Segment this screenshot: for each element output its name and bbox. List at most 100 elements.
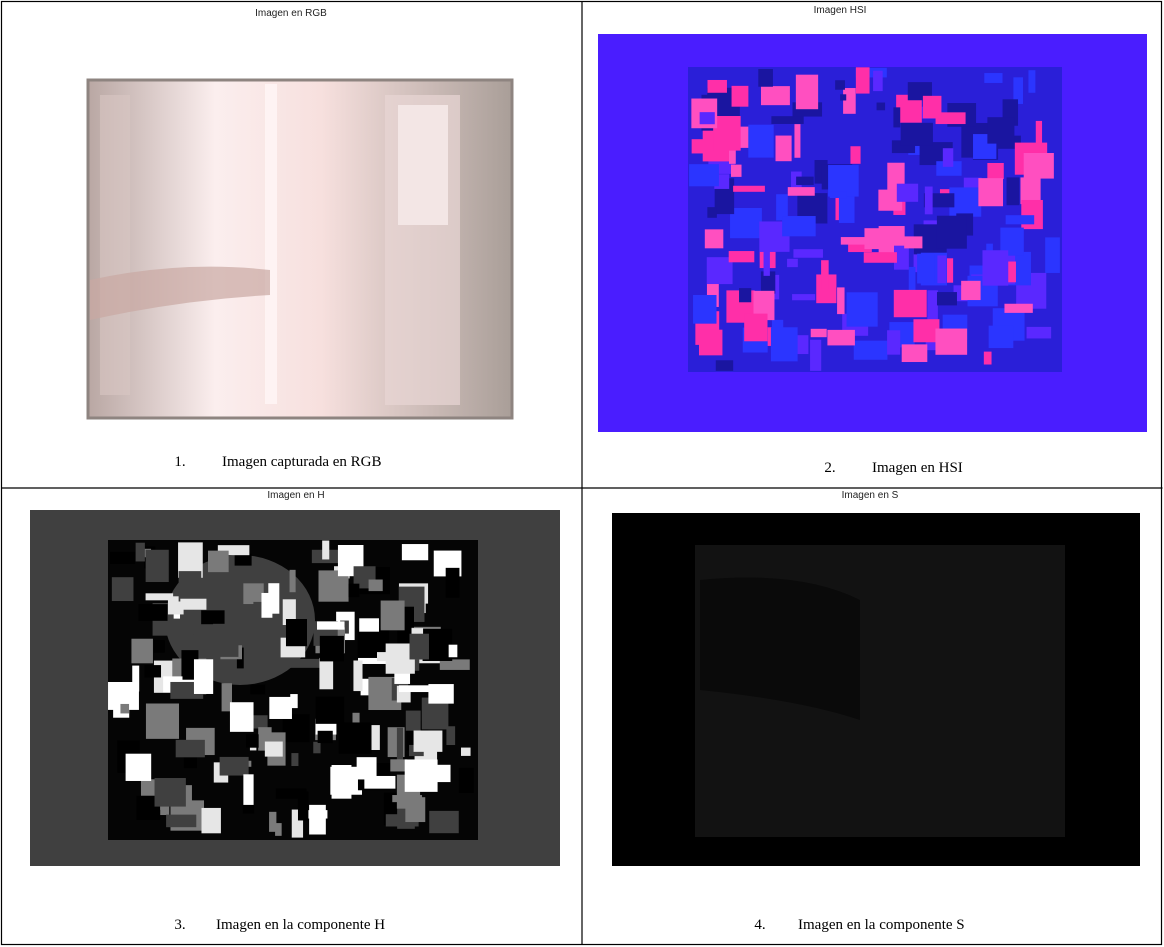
image-title: Imagen en H (267, 490, 324, 501)
page: {"figures": [ {"image_title": "Imagen en… (0, 0, 1164, 947)
image-pixel-block (987, 163, 1003, 179)
image-pixel-block (176, 740, 205, 757)
image-pixel-block (353, 661, 362, 692)
image-pixel-block (230, 702, 254, 732)
image-pixel-block (250, 685, 265, 695)
caption: Imagen en la componente S (798, 917, 965, 933)
image-pixel-block (1007, 177, 1020, 205)
image-pixel-block (927, 290, 938, 321)
image-pixel-block (894, 290, 927, 317)
caption: Imagen en la componente H (216, 917, 385, 933)
image-pixel-block (937, 255, 946, 283)
image-pixel-block (887, 330, 900, 354)
image-pixel-block (856, 67, 870, 93)
image-pixel-block (897, 184, 918, 202)
image-pixel-block (110, 552, 135, 564)
image-pixel-block (707, 80, 726, 93)
image-pixel-block (732, 86, 749, 107)
image-pixel-block (269, 697, 292, 719)
image-pixel-block (901, 123, 933, 146)
image-pixel-block (320, 636, 344, 662)
image-pixel-block (850, 146, 860, 164)
image-pixel-block (290, 570, 296, 592)
image-pixel-block (716, 360, 733, 371)
image-pixel-block (213, 624, 238, 657)
image-pixel-block (978, 178, 1003, 206)
caption: Imagen capturada en RGB (222, 454, 382, 470)
image-pixel-block (179, 571, 202, 601)
image-pixel-block (406, 711, 421, 731)
image-pixel-block (298, 792, 308, 821)
image-pixel-block (339, 722, 372, 753)
h-image (30, 510, 560, 866)
image-pixel-block (1006, 215, 1035, 224)
image-pixel-block (925, 187, 933, 215)
image-pixel-block (381, 601, 405, 631)
image-pixel-block (839, 196, 855, 223)
image-pixel-block (796, 177, 814, 185)
image-pixel-block (261, 593, 272, 618)
caption: Imagen en HSI (872, 460, 963, 476)
image-pixel-block (758, 69, 773, 87)
image-pixel-block (410, 634, 429, 660)
image-pixel-block (830, 192, 847, 198)
image-pixel-block (835, 80, 845, 90)
image-pixel-block (446, 568, 460, 598)
image-pixel-block (429, 811, 459, 833)
image-pixel-block (693, 295, 716, 324)
image-pixel-block (313, 742, 320, 754)
image-pixel-block (461, 748, 471, 756)
image-pixel-block (1036, 121, 1042, 145)
image-pixel-block (982, 250, 1008, 285)
image-pixel-block (811, 329, 827, 337)
image-pixel-block (748, 125, 773, 158)
image-pixel-block (235, 554, 252, 566)
image-pixel-block (309, 805, 326, 835)
image-pixel-block (700, 112, 715, 124)
image-pixel-block (821, 260, 829, 289)
image-pixel-block (810, 340, 821, 371)
image-pixel-block (864, 252, 897, 263)
image-pixel-block (788, 187, 815, 196)
image-pixel-block (201, 610, 224, 624)
image-pixel-block (776, 136, 792, 162)
image-pixel-block (761, 86, 790, 105)
image-pixel-block (987, 117, 1014, 143)
image-pixel-block (126, 754, 152, 781)
image-pixel-block (984, 73, 1002, 83)
image-pixel-block (984, 352, 992, 365)
caption-number: 4. (754, 917, 765, 933)
image-pixel-block (843, 88, 856, 114)
image-pixel-block (194, 659, 213, 694)
image-pixel-block (322, 541, 329, 560)
image-pixel-block (166, 815, 196, 828)
image-pixel-block (265, 742, 283, 757)
image-pixel-block (943, 148, 953, 167)
caption-number: 1. (174, 454, 185, 470)
image-pixel-block (771, 327, 798, 361)
image-pixel-block (707, 207, 717, 218)
image-pixel-block (449, 645, 458, 658)
image-pixel-block (937, 292, 957, 305)
image-pixel-block (989, 326, 1014, 348)
rgb-image (88, 80, 512, 418)
image-pixel-block (428, 684, 453, 704)
image-pixel-block (837, 287, 844, 314)
image-pixel-block (733, 186, 765, 192)
image-pixel-block (713, 116, 741, 151)
image-pixel-block (359, 618, 379, 631)
image-pixel-block (132, 666, 139, 692)
image-pixel-block (246, 734, 259, 747)
image-pixel-block (854, 341, 888, 360)
image-pixel-block (243, 583, 263, 604)
image-pixel-block (689, 164, 719, 186)
image-pixel-block (318, 731, 333, 743)
image-pixel-block (873, 71, 883, 91)
image-pixel-block (136, 543, 145, 562)
image-pixel-block (144, 665, 161, 677)
image-pixel-block (269, 812, 276, 832)
image-pixel-block (782, 216, 816, 236)
image-pixel-block (220, 757, 249, 776)
figure-table: Imagen en RGB 1. Imagen capturada en RGB… (0, 0, 1164, 947)
image-pixel-block (208, 551, 229, 573)
